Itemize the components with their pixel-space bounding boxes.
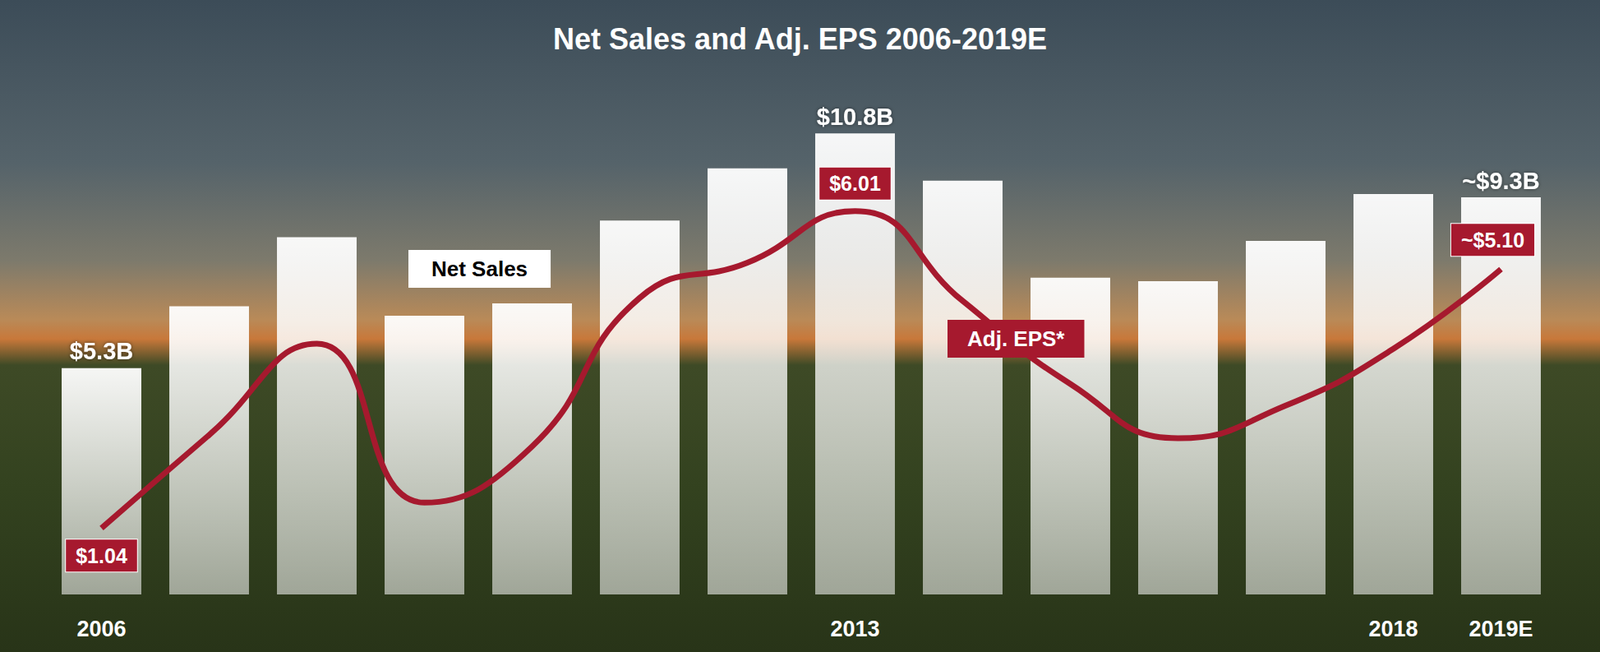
svg-text:~$9.3B: ~$9.3B [1461, 167, 1540, 194]
svg-text:2013: 2013 [829, 616, 880, 641]
svg-text:$1.04: $1.04 [75, 544, 128, 568]
svg-text:Adj. EPS*: Adj. EPS* [967, 326, 1066, 351]
svg-text:~$5.10: ~$5.10 [1461, 228, 1525, 252]
svg-text:Net Sales and Adj. EPS 2006-20: Net Sales and Adj. EPS 2006-2019E [553, 22, 1047, 56]
svg-text:2018: 2018 [1368, 616, 1418, 641]
svg-text:$10.8B: $10.8B [816, 103, 895, 130]
svg-text:$5.3B: $5.3B [69, 337, 134, 365]
svg-text:2019E: 2019E [1468, 616, 1533, 641]
svg-text:$6.01: $6.01 [829, 171, 881, 195]
svg-text:Net Sales: Net Sales [431, 256, 528, 282]
svg-text:2006: 2006 [76, 616, 126, 641]
